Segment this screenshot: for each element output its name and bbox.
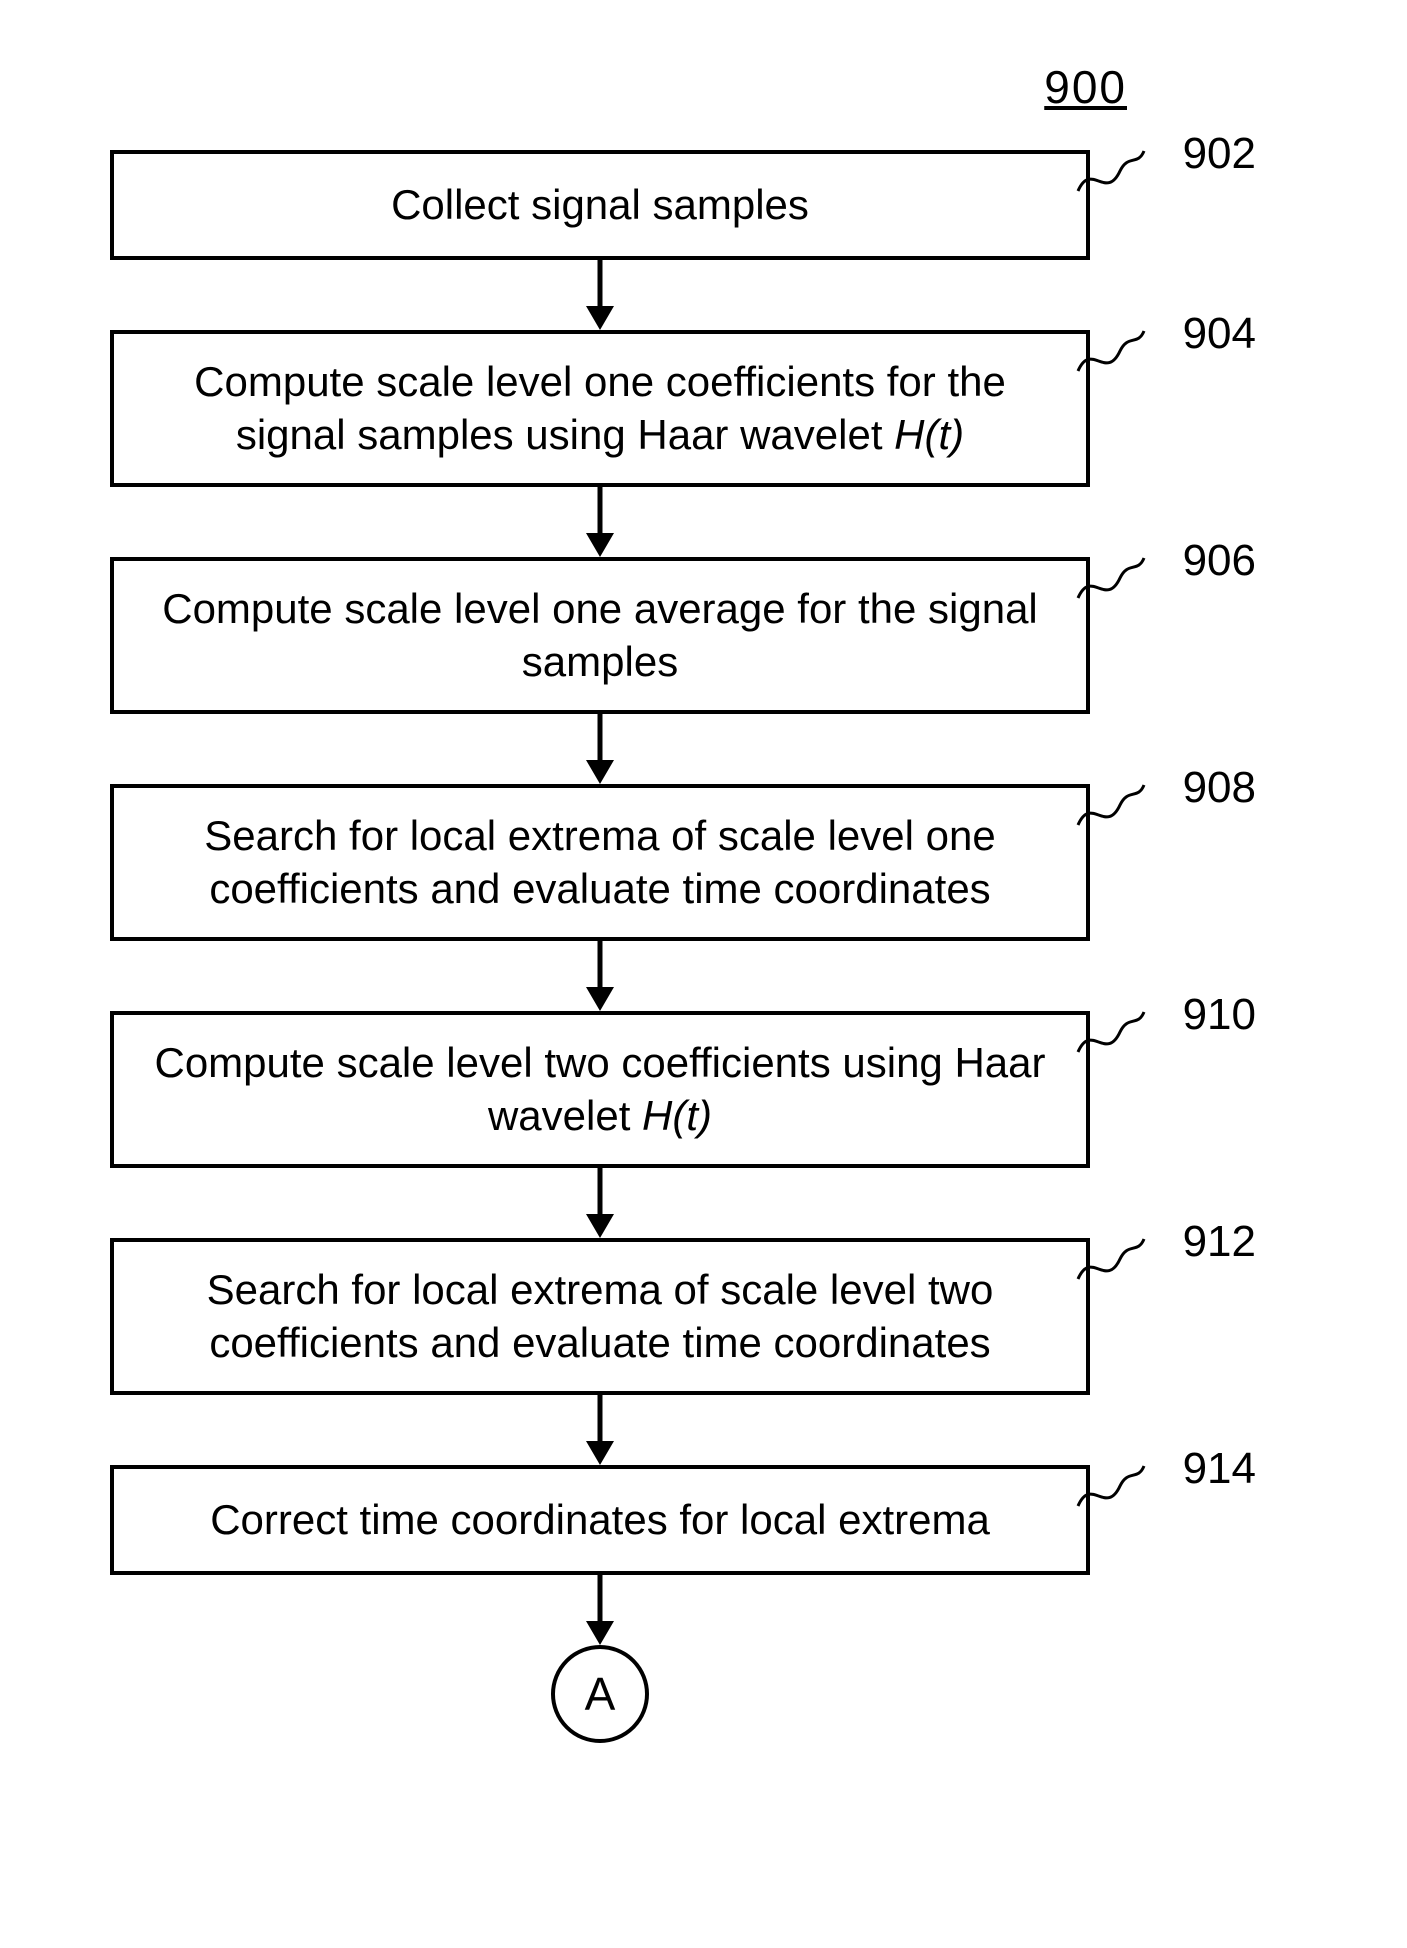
flow-step-text: Compute scale level one average for the … [144, 583, 1056, 688]
connector-label: A [585, 1667, 616, 1721]
arrow-gap [580, 941, 620, 1011]
flow-step-box: Search for local extrema of scale level … [110, 1238, 1090, 1395]
italic-term: H(t) [642, 1092, 712, 1139]
arrow-down-icon [580, 1575, 620, 1645]
leader-line-icon [1076, 1234, 1146, 1294]
flow-step-text: Compute scale level one coefficients for… [144, 356, 1056, 461]
flow-step-box: Compute scale level two coefficients usi… [110, 1011, 1090, 1168]
arrow-down-icon [580, 487, 620, 557]
step-ref-label: 902 [1183, 126, 1256, 181]
flow-step-box: Compute scale level one coefficients for… [110, 330, 1090, 487]
leader-line-icon [1076, 326, 1146, 386]
flow-step-text: Correct time coordinates for local extre… [210, 1494, 990, 1547]
arrow-gap [580, 487, 620, 557]
flow-step-text: Collect signal samples [391, 179, 809, 232]
arrow-down-icon [580, 260, 620, 330]
flow-step-box: Search for local extrema of scale level … [110, 784, 1090, 941]
flow-step-box: Collect signal samples902 [110, 150, 1090, 260]
leader-line-icon [1076, 1461, 1146, 1521]
flow-step-text: Search for local extrema of scale level … [144, 1264, 1056, 1369]
flow-step-text: Compute scale level two coefficients usi… [144, 1037, 1056, 1142]
arrow-down-icon [580, 714, 620, 784]
leader-line-icon [1076, 780, 1146, 840]
leader-line-icon [1076, 553, 1146, 613]
step-ref-label: 912 [1183, 1214, 1256, 1269]
arrow-gap [580, 1395, 620, 1465]
arrow-down-icon [580, 1395, 620, 1465]
arrow-gap [580, 1575, 620, 1645]
arrow-gap [580, 714, 620, 784]
flow-step-box: Correct time coordinates for local extre… [110, 1465, 1090, 1575]
leader-line-icon [1076, 146, 1146, 206]
flow-step-box: Compute scale level one average for the … [110, 557, 1090, 714]
flowchart: Collect signal samples902 Compute scale l… [100, 150, 1100, 1743]
step-ref-label: 906 [1183, 533, 1256, 588]
arrow-down-icon [580, 1168, 620, 1238]
arrow-down-icon [580, 941, 620, 1011]
arrow-gap [580, 260, 620, 330]
step-ref-label: 908 [1183, 760, 1256, 815]
step-ref-label: 904 [1183, 306, 1256, 361]
page: 900 Collect signal samples902Compute sca… [0, 0, 1407, 1948]
leader-line-icon [1076, 1007, 1146, 1067]
step-ref-label: 910 [1183, 987, 1256, 1042]
step-ref-label: 914 [1183, 1441, 1256, 1496]
flow-step-text: Search for local extrema of scale level … [144, 810, 1056, 915]
figure-number-label: 900 [1044, 60, 1127, 114]
arrow-gap [580, 1168, 620, 1238]
italic-term: H(t) [894, 411, 964, 458]
off-page-connector: A [551, 1645, 649, 1743]
